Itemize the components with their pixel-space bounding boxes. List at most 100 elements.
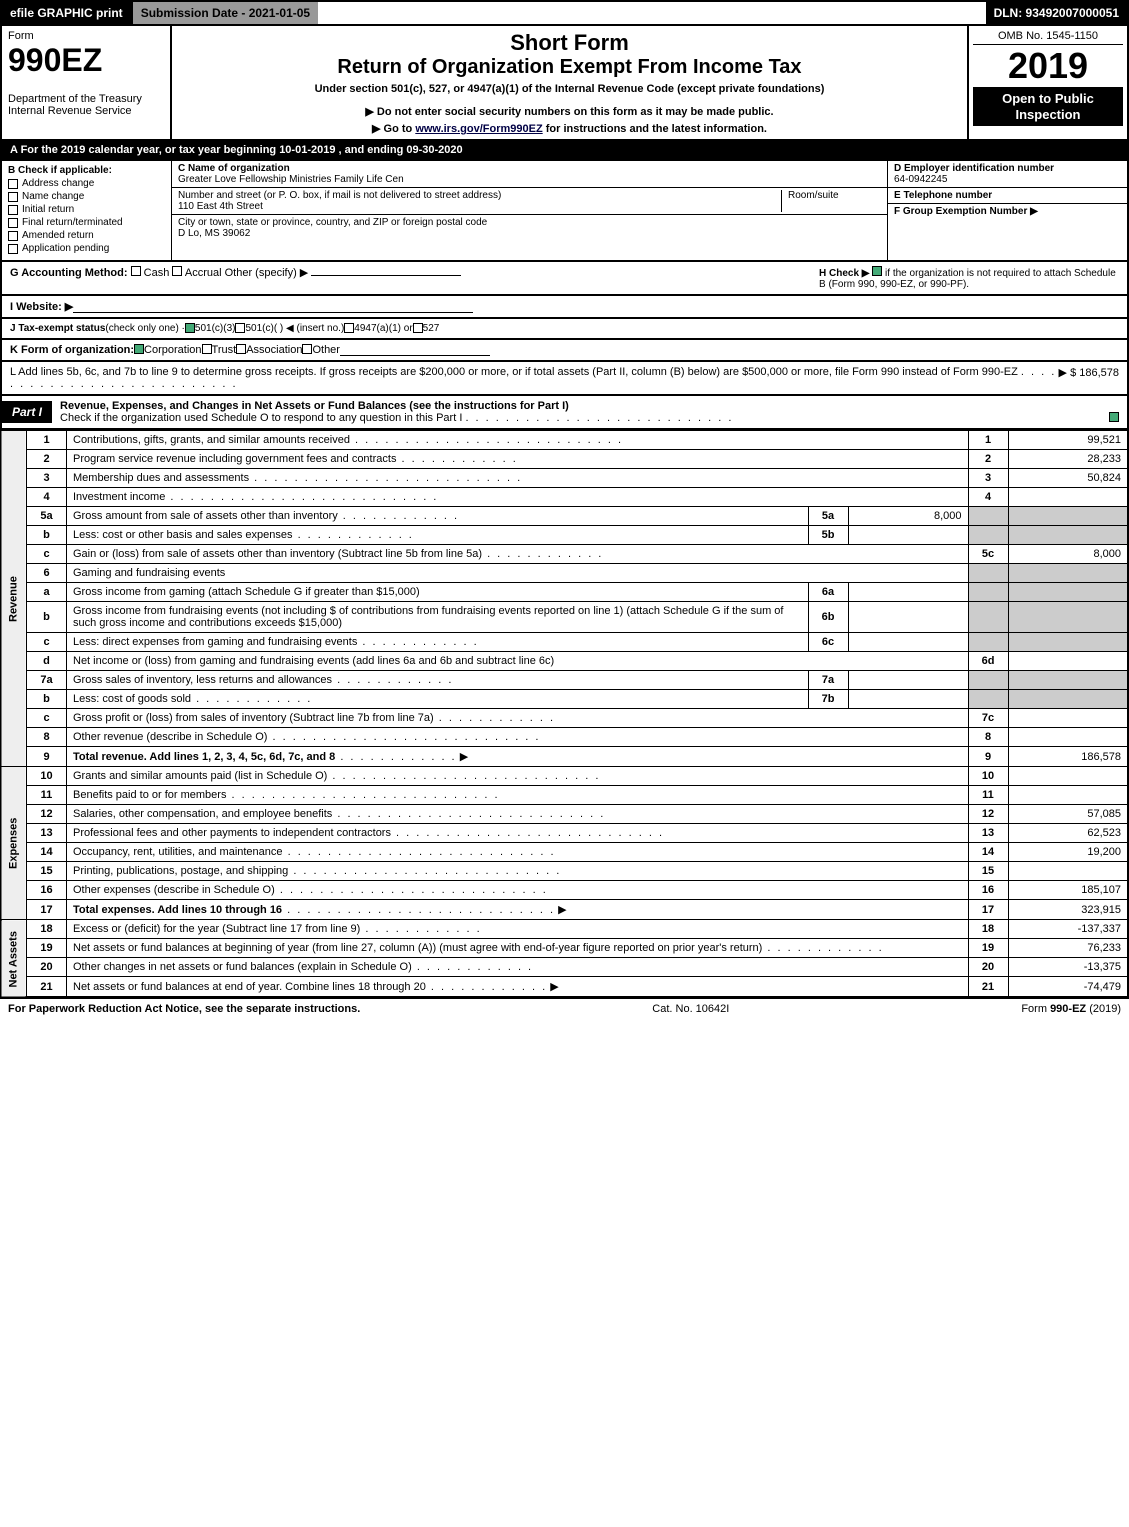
city-value: D Lo, MS 39062 <box>178 228 881 239</box>
grey-cell <box>968 671 1008 690</box>
checkbox-icon[interactable] <box>202 344 212 354</box>
ssn-note: ▶ Do not enter social security numbers o… <box>178 105 961 118</box>
sub-ref: 5b <box>808 526 848 545</box>
check-amended[interactable]: Amended return <box>8 230 165 241</box>
table-row: d Net income or (loss) from gaming and f… <box>1 652 1128 671</box>
form-word: Form <box>8 30 164 42</box>
line-num: 9 <box>27 747 67 767</box>
addr-value: 110 East 4th Street <box>178 201 781 212</box>
line-num: 6 <box>27 564 67 583</box>
checkbox-icon[interactable] <box>344 323 354 333</box>
line-value <box>1008 767 1128 786</box>
checkbox-checked-icon[interactable] <box>1109 412 1119 422</box>
j-note: (check only one) · <box>105 323 184 334</box>
sub-value <box>848 690 968 709</box>
checkbox-checked-icon[interactable] <box>134 344 144 354</box>
table-row: 9 Total revenue. Add lines 1, 2, 3, 4, 5… <box>1 747 1128 767</box>
line-desc: Printing, publications, postage, and shi… <box>67 862 969 881</box>
line-value <box>1008 786 1128 805</box>
line-value <box>1008 728 1128 747</box>
checkbox-icon[interactable] <box>236 344 246 354</box>
table-row: 8 Other revenue (describe in Schedule O)… <box>1 728 1128 747</box>
section-def: D Employer identification number 64-0942… <box>887 161 1127 260</box>
checkbox-checked-icon[interactable] <box>872 266 882 276</box>
line-value: 186,578 <box>1008 747 1128 767</box>
line-ref: 16 <box>968 881 1008 900</box>
checkbox-icon[interactable] <box>235 323 245 333</box>
line-ref: 11 <box>968 786 1008 805</box>
g-label: G Accounting Method: <box>10 267 128 279</box>
arrow-icon: ▶ <box>460 751 468 763</box>
line-num: c <box>27 633 67 652</box>
line-ref: 4 <box>968 488 1008 507</box>
dln-label: DLN: 93492007000051 <box>986 2 1127 24</box>
grey-cell <box>1008 564 1128 583</box>
efile-button[interactable]: efile GRAPHIC print <box>2 2 131 24</box>
checkbox-icon[interactable] <box>131 266 141 276</box>
check-initial-return[interactable]: Initial return <box>8 204 165 215</box>
ein-value: 64-0942245 <box>894 174 1121 185</box>
line-ref: 6d <box>968 652 1008 671</box>
line-num: 2 <box>27 450 67 469</box>
line-num: 18 <box>27 920 67 939</box>
arrow-icon: ▶ <box>558 904 566 916</box>
grey-cell <box>968 690 1008 709</box>
omb-number: OMB No. 1545-1150 <box>973 28 1123 45</box>
grey-cell <box>1008 583 1128 602</box>
check-final-return[interactable]: Final return/terminated <box>8 217 165 228</box>
f-label: F Group Exemption Number ▶ <box>894 206 1038 217</box>
goto-post: for instructions and the latest informat… <box>546 123 767 135</box>
line-desc: Less: direct expenses from gaming and fu… <box>67 633 809 652</box>
sub-ref: 7b <box>808 690 848 709</box>
short-form-label: Short Form <box>178 30 961 56</box>
row-gh: G Accounting Method: Cash Accrual Other … <box>0 262 1129 296</box>
grey-cell <box>968 507 1008 526</box>
checkbox-checked-icon[interactable] <box>185 323 195 333</box>
table-row: 6 Gaming and fundraising events <box>1 564 1128 583</box>
city-label: City or town, state or province, country… <box>178 217 881 228</box>
checkbox-icon[interactable] <box>302 344 312 354</box>
table-row: b Less: cost of goods sold 7b <box>1 690 1128 709</box>
irs-link[interactable]: www.irs.gov/Form990EZ <box>415 123 542 135</box>
header-right: OMB No. 1545-1150 2019 Open to Public In… <box>967 26 1127 139</box>
section-c: C Name of organization Greater Love Fell… <box>172 161 887 260</box>
table-row: c Gain or (loss) from sale of assets oth… <box>1 545 1128 564</box>
d-label: D Employer identification number <box>894 163 1121 174</box>
line-value: 8,000 <box>1008 545 1128 564</box>
line-desc: Program service revenue including govern… <box>67 450 969 469</box>
line-desc: Grants and similar amounts paid (list in… <box>67 767 969 786</box>
grey-cell <box>1008 526 1128 545</box>
j-527: 527 <box>423 323 440 334</box>
k-trust: Trust <box>212 344 237 356</box>
g-other: Other (specify) ▶ <box>225 267 309 279</box>
info-grid: B Check if applicable: Address change Na… <box>0 161 1129 262</box>
check-name-change[interactable]: Name change <box>8 191 165 202</box>
line-num: 8 <box>27 728 67 747</box>
checkbox-icon[interactable] <box>413 323 423 333</box>
line-ref: 10 <box>968 767 1008 786</box>
table-row: 16 Other expenses (describe in Schedule … <box>1 881 1128 900</box>
table-row: 21 Net assets or fund balances at end of… <box>1 977 1128 998</box>
sub-value <box>848 633 968 652</box>
checkbox-icon[interactable] <box>172 266 182 276</box>
submission-date-button[interactable]: Submission Date - 2021-01-05 <box>131 2 318 24</box>
line-desc: Net assets or fund balances at beginning… <box>67 939 969 958</box>
line-desc: Gross sales of inventory, less returns a… <box>67 671 809 690</box>
website-underline <box>73 300 473 313</box>
line-desc: Salaries, other compensation, and employ… <box>67 805 969 824</box>
sub-ref: 6c <box>808 633 848 652</box>
line-value <box>1008 488 1128 507</box>
dots-icon <box>465 412 733 424</box>
line-ref: 15 <box>968 862 1008 881</box>
line-value: 76,233 <box>1008 939 1128 958</box>
check-address-change[interactable]: Address change <box>8 178 165 189</box>
line-value <box>1008 709 1128 728</box>
sub-value <box>848 526 968 545</box>
check-pending[interactable]: Application pending <box>8 243 165 254</box>
line-num: b <box>27 602 67 633</box>
grey-cell <box>968 633 1008 652</box>
line-desc: Total revenue. Add lines 1, 2, 3, 4, 5c,… <box>67 747 969 767</box>
header-left: Form 990EZ Department of the Treasury In… <box>2 26 172 139</box>
line-desc: Benefits paid to or for members <box>67 786 969 805</box>
j-501c3: 501(c)(3) <box>195 323 236 334</box>
